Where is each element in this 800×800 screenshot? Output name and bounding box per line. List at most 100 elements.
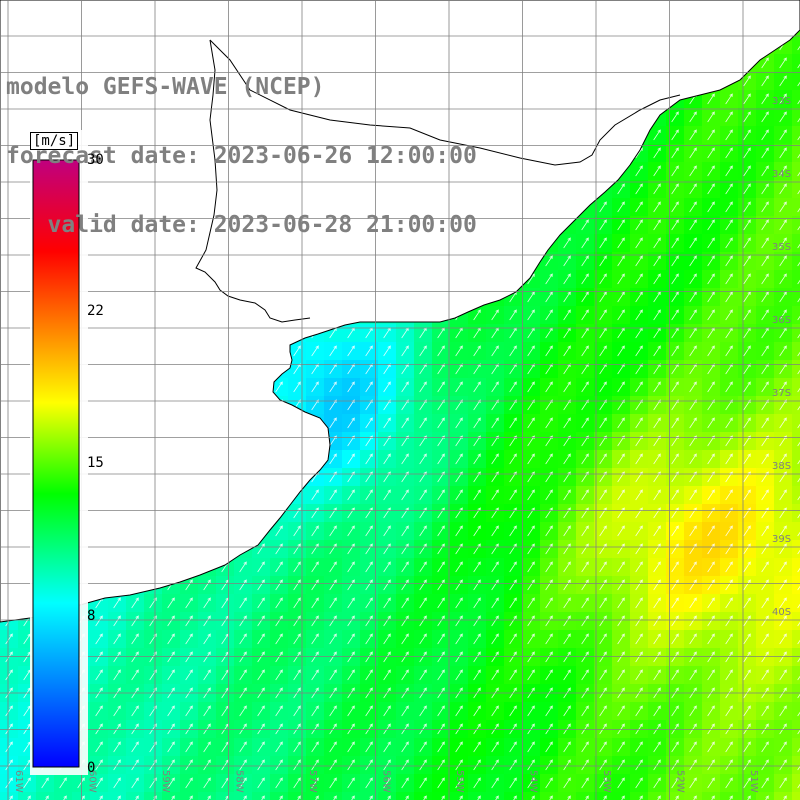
wind-arrow <box>455 363 463 375</box>
lon-label: 54W <box>528 770 539 793</box>
wind-cell <box>792 450 800 468</box>
wind-arrow <box>671 129 679 141</box>
wind-arrow <box>797 387 800 393</box>
wind-arrow <box>797 45 800 51</box>
wind-cell <box>306 792 324 800</box>
wind-arrow <box>761 219 769 231</box>
wind-arrow <box>707 183 715 195</box>
wind-arrow <box>707 111 715 123</box>
lon-label: 61W <box>13 770 24 793</box>
wind-arrow <box>635 291 643 303</box>
wind-cell <box>792 324 800 342</box>
wind-cell <box>666 792 684 800</box>
wind-arrow <box>311 381 319 393</box>
wind-arrow <box>707 273 715 285</box>
wind-cell <box>792 558 800 576</box>
wind-cell <box>792 504 800 522</box>
wind-arrow <box>581 291 589 303</box>
wind-arrow <box>347 381 355 393</box>
wind-arrow <box>563 273 571 285</box>
wind-cell <box>792 720 800 738</box>
wind-arrow <box>725 147 733 159</box>
wind-arrow <box>725 183 733 195</box>
wind-arrow <box>599 219 607 231</box>
wind-arrow <box>779 75 787 87</box>
wind-cell <box>792 702 800 720</box>
wind-arrow <box>779 237 787 249</box>
wind-arrow <box>779 291 787 303</box>
wind-arrow <box>509 345 517 357</box>
wind-cell <box>792 774 800 792</box>
wind-arrow <box>707 237 715 249</box>
wind-cell <box>0 792 18 800</box>
wind-arrow <box>455 381 463 393</box>
wind-arrow <box>761 363 769 375</box>
wind-arrow <box>599 237 607 249</box>
wind-cell <box>198 792 216 800</box>
wind-arrow <box>527 273 535 285</box>
wind-arrow <box>779 219 787 231</box>
wind-arrow <box>761 345 769 357</box>
wind-arrow <box>761 165 769 177</box>
wind-arrow <box>689 273 697 285</box>
wind-cell <box>792 486 800 504</box>
wind-arrow <box>707 309 715 321</box>
wind-arrow <box>725 237 733 249</box>
wind-cell <box>342 792 360 800</box>
wind-arrow <box>293 345 301 357</box>
lat-label: 37S <box>772 388 791 399</box>
wind-arrow <box>689 345 697 357</box>
wind-arrow <box>635 237 643 249</box>
wind-arrow <box>671 183 679 195</box>
wind-cell <box>450 792 468 800</box>
wind-arrow <box>761 201 769 213</box>
wind-cell <box>774 792 792 800</box>
wind-arrow <box>779 381 787 393</box>
wind-arrow <box>635 345 643 357</box>
wind-arrow <box>761 129 769 141</box>
wind-arrow <box>707 201 715 213</box>
wind-cell <box>792 288 800 306</box>
wind-arrow <box>347 345 355 357</box>
wind-arrow <box>725 291 733 303</box>
wind-arrow <box>581 273 589 285</box>
wind-arrow <box>743 363 751 375</box>
wind-arrow <box>725 255 733 267</box>
lon-label: 57W <box>307 770 318 793</box>
wind-arrow <box>797 243 800 249</box>
wind-arrow <box>779 255 787 267</box>
wind-arrow <box>635 183 643 195</box>
wind-arrow <box>671 273 679 285</box>
wind-arrow <box>599 381 607 393</box>
wind-arrow <box>761 93 769 105</box>
wind-arrow <box>779 57 787 69</box>
map-title: modelo GEFS-WAVE (NCEP) forecast date: 2… <box>6 30 477 283</box>
wind-arrow <box>779 417 787 429</box>
wind-arrow <box>383 381 391 393</box>
wind-arrow <box>797 279 800 285</box>
wind-arrow <box>689 417 697 429</box>
wind-arrow <box>293 363 301 375</box>
wind-arrow <box>743 291 751 303</box>
wind-arrow <box>635 165 643 177</box>
wind-cell <box>18 792 36 800</box>
wind-arrow <box>491 345 499 357</box>
wind-arrow <box>581 309 589 321</box>
wind-arrow <box>653 291 661 303</box>
wind-arrow <box>743 111 751 123</box>
wind-arrow <box>779 111 787 123</box>
wind-arrow <box>761 255 769 267</box>
wind-arrow <box>401 345 409 357</box>
wind-arrow <box>707 219 715 231</box>
colorbar-tick-15: 15 <box>87 455 104 471</box>
wind-arrow <box>617 201 625 213</box>
wind-arrow <box>653 165 661 177</box>
wind-cell <box>558 792 576 800</box>
wind-arrow <box>581 345 589 357</box>
wind-arrow <box>635 363 643 375</box>
wind-arrow <box>671 309 679 321</box>
wind-arrow <box>545 273 553 285</box>
wind-cell <box>792 180 800 198</box>
wind-arrow <box>437 417 445 429</box>
